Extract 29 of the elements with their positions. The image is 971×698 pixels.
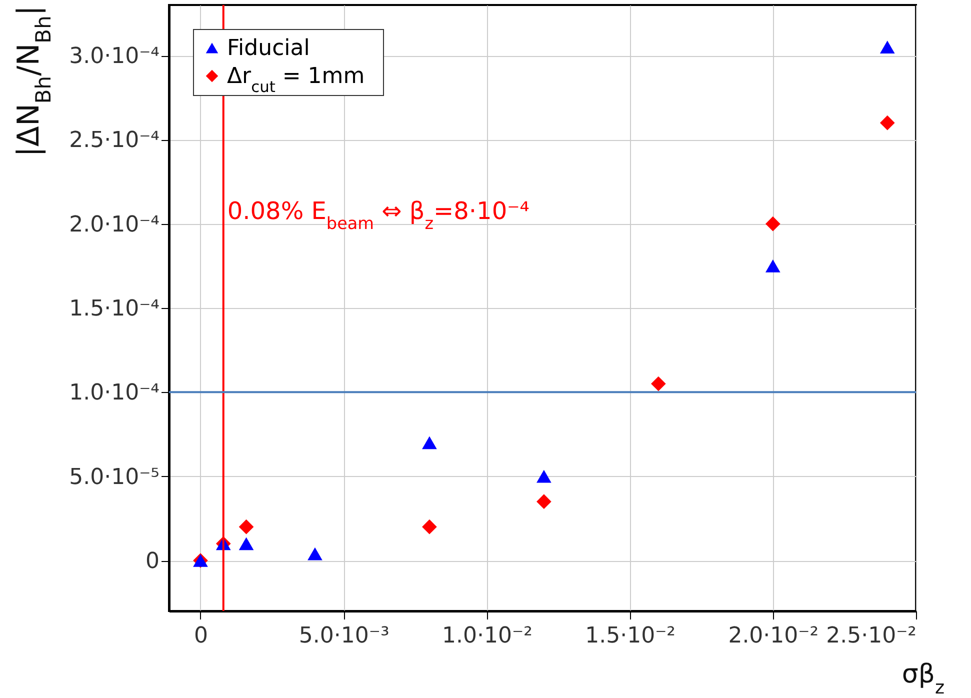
x-axis-title: σβ$_{z}$ bbox=[902, 660, 944, 698]
y-tick-label: 2.0·10⁻⁴ bbox=[69, 212, 160, 238]
ref-line-label: 0.08% E$_{beam}$ ⇔ β$_{z}$=8·10⁻⁴ bbox=[227, 197, 530, 233]
point bbox=[308, 547, 322, 560]
x-tick-label: 2.0·10⁻² bbox=[728, 624, 819, 648]
y-tick-label: 0 bbox=[146, 549, 160, 574]
legend-label: Fiducial bbox=[227, 36, 310, 61]
y-tick-label: 2.5·10⁻⁴ bbox=[69, 128, 160, 154]
point bbox=[765, 259, 780, 272]
point bbox=[880, 115, 895, 130]
point bbox=[422, 519, 437, 534]
point bbox=[880, 40, 895, 54]
point bbox=[651, 376, 666, 392]
point bbox=[422, 436, 437, 450]
x-tick-label: 1.5·10⁻² bbox=[585, 624, 676, 648]
point bbox=[536, 470, 552, 483]
point bbox=[765, 216, 780, 232]
y-tick-label: 1.0·10⁻⁴ bbox=[69, 380, 160, 406]
legend-label: Δr$_{cut}$ = 1mm bbox=[227, 64, 365, 96]
x-tick-label: 1.0·10⁻² bbox=[442, 624, 532, 648]
point bbox=[536, 494, 552, 509]
point bbox=[238, 537, 254, 550]
x-tick-label: 2.5·10⁻² bbox=[826, 624, 916, 648]
y-tick-label: 5.0·10⁻⁵ bbox=[69, 464, 160, 490]
x-tick-label: 5.0·10⁻³ bbox=[298, 624, 390, 648]
y-tick-label: 1.5·10⁻⁴ bbox=[69, 296, 160, 322]
point bbox=[238, 519, 254, 534]
y-tick-label: 3.0·10⁻⁴ bbox=[69, 44, 160, 69]
x-tick-label: 0 bbox=[194, 624, 208, 648]
